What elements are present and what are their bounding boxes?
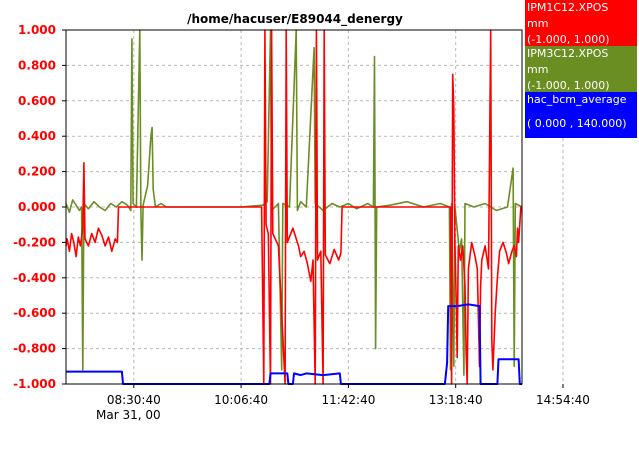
y-tick-label: -0.600 — [13, 306, 56, 320]
x-tick-label: 13:18:40 — [429, 393, 483, 407]
legend-series-0-range: (-1.000, 1.000) — [527, 33, 610, 46]
x-tick-label: 14:54:40 — [536, 393, 590, 407]
series-line-ipm1c12-xpos — [65, 29, 522, 385]
legend-series-2[interactable]: hac_bcm_average ( 0.000 , 140.000) — [525, 92, 637, 138]
x-axis: 08:30:40 10:06:40 11:42:40 13:18:40 14:54:40 — [107, 384, 590, 407]
legend-series-1-range: (-1.000, 1.000) — [527, 79, 610, 92]
legend-series-0-unit: mm — [527, 17, 549, 30]
legend-series-0-name: IPM1C12.XPOS — [527, 1, 609, 14]
y-tick-label: 0.600 — [18, 94, 56, 108]
x-date-label: Mar 31, 00 — [96, 408, 161, 422]
x-tick-label: 11:42:40 — [321, 393, 375, 407]
y-tick-label: 0.000 — [18, 200, 56, 214]
y-axis: 1.000 0.800 0.600 0.400 0.200 0.000 -0.200 -0.4… — [13, 23, 66, 391]
legend-series-2-name: hac_bcm_average — [527, 93, 627, 106]
x-tick-label: 08:30:40 — [107, 393, 161, 407]
y-tick-label: -1.000 — [13, 377, 56, 391]
x-tick-label: 10:06:40 — [214, 393, 268, 407]
y-tick-label: -0.400 — [13, 271, 56, 285]
y-tick-label: 0.400 — [18, 129, 56, 143]
y-tick-label: 0.200 — [18, 165, 56, 179]
legend-series-1-name: IPM3C12.XPOS — [527, 47, 609, 60]
legend-series-1-unit: mm — [527, 63, 549, 76]
chart-title: /home/hacuser/E89044_denergy — [187, 12, 403, 27]
y-tick-label: 1.000 — [18, 23, 56, 37]
legend-series-0[interactable]: IPM1C12.XPOS mm (-1.000, 1.000) — [525, 0, 637, 46]
y-tick-label: 0.800 — [18, 58, 56, 72]
series-line-ipm3c12-xpos — [65, 29, 523, 376]
legend-series-2-spacer — [527, 108, 635, 116]
y-tick-label: -0.200 — [13, 235, 56, 249]
legend-series-2-range: ( 0.000 , 140.000) — [527, 117, 627, 130]
y-tick-label: -0.800 — [13, 342, 56, 356]
legend-series-1[interactable]: IPM3C12.XPOS mm (-1.000, 1.000) — [525, 46, 637, 92]
